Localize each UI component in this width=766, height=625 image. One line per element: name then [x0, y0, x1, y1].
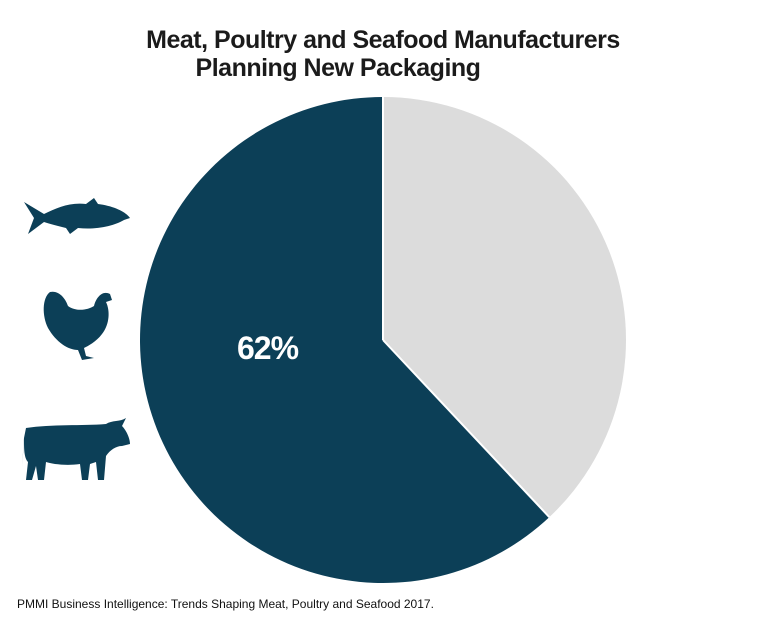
chicken-icon: [43, 291, 112, 360]
chart-title-line1: Meat, Poultry and Seafood Manufacturers: [146, 26, 620, 54]
chart-title: Meat, Poultry and Seafood Manufacturers …: [0, 26, 766, 82]
chart-title-line2: Planning New Packaging: [195, 54, 481, 82]
pie-label-62: 62%: [237, 330, 299, 366]
pie-slice-planning: [140, 97, 550, 584]
cow-icon: [22, 418, 130, 480]
fish-icon: [24, 198, 130, 234]
pie-slice-not-planning: [383, 97, 627, 518]
source-note: PMMI Business Intelligence: Trends Shapi…: [17, 597, 434, 611]
